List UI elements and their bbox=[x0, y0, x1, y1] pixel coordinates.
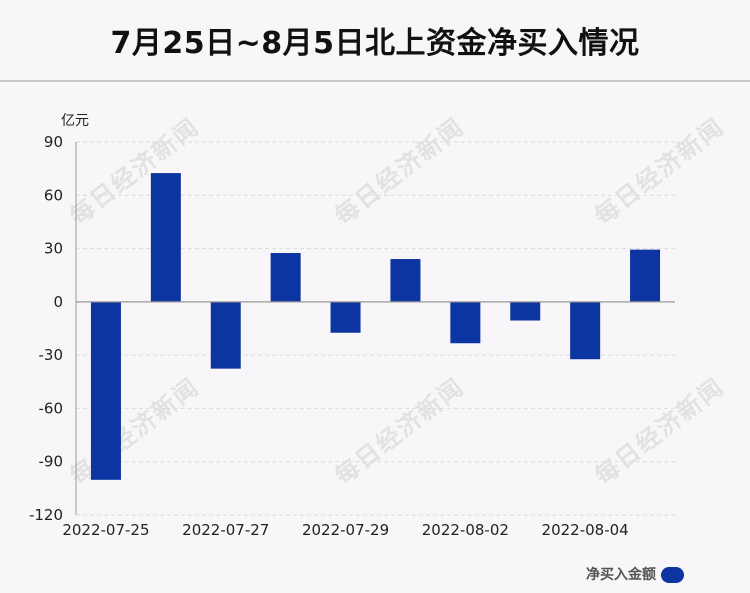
legend-label: 净买入金额 bbox=[586, 566, 656, 583]
x-tick-label: 2022-07-29 bbox=[302, 521, 389, 539]
bar bbox=[150, 173, 181, 302]
x-tick-labels: 2022-07-25 2022-07-27 2022-07-29 2022-08-02… bbox=[62, 521, 628, 539]
x-tick-label: 2022-07-25 bbox=[62, 521, 149, 539]
bar bbox=[210, 301, 241, 369]
y-tick-label: 60 bbox=[44, 186, 63, 204]
y-tick-label: 0 bbox=[53, 293, 63, 311]
axes bbox=[75, 142, 675, 515]
y-tick-labels: 90 60 30 0 -30 -60 -90 -120 bbox=[29, 133, 63, 524]
x-tick-label: 2022-08-02 bbox=[422, 521, 509, 539]
bar bbox=[330, 301, 361, 333]
bar bbox=[270, 253, 301, 302]
title-bar: 7月25日~8月5日北上资金净买入情况 bbox=[0, 0, 750, 82]
bar bbox=[630, 249, 661, 302]
legend: 净买入金额 bbox=[586, 566, 684, 583]
y-tick-label: -90 bbox=[39, 453, 64, 471]
chart-area: 每日经济新闻 每日经济新闻 每日经济新闻 每日经济新闻 每日经济新闻 每日经济新… bbox=[0, 82, 750, 593]
y-axis-unit-label: 亿元 bbox=[61, 113, 89, 129]
x-tick-label: 2022-08-04 bbox=[542, 521, 629, 539]
bars bbox=[90, 173, 661, 480]
legend-swatch bbox=[661, 567, 684, 583]
x-tick-label: 2022-07-27 bbox=[182, 521, 269, 539]
y-tick-label: -120 bbox=[29, 506, 63, 524]
bar bbox=[570, 301, 601, 360]
chart-title: 7月25日~8月5日北上资金净买入情况 bbox=[110, 26, 640, 61]
y-tick-label: 30 bbox=[44, 240, 63, 258]
bar bbox=[390, 259, 421, 302]
y-tick-label: 90 bbox=[44, 133, 63, 151]
bar bbox=[450, 301, 481, 344]
bar bbox=[90, 301, 121, 480]
y-tick-label: -60 bbox=[39, 399, 64, 417]
y-tick-label: -30 bbox=[39, 346, 64, 364]
bar bbox=[510, 301, 541, 321]
